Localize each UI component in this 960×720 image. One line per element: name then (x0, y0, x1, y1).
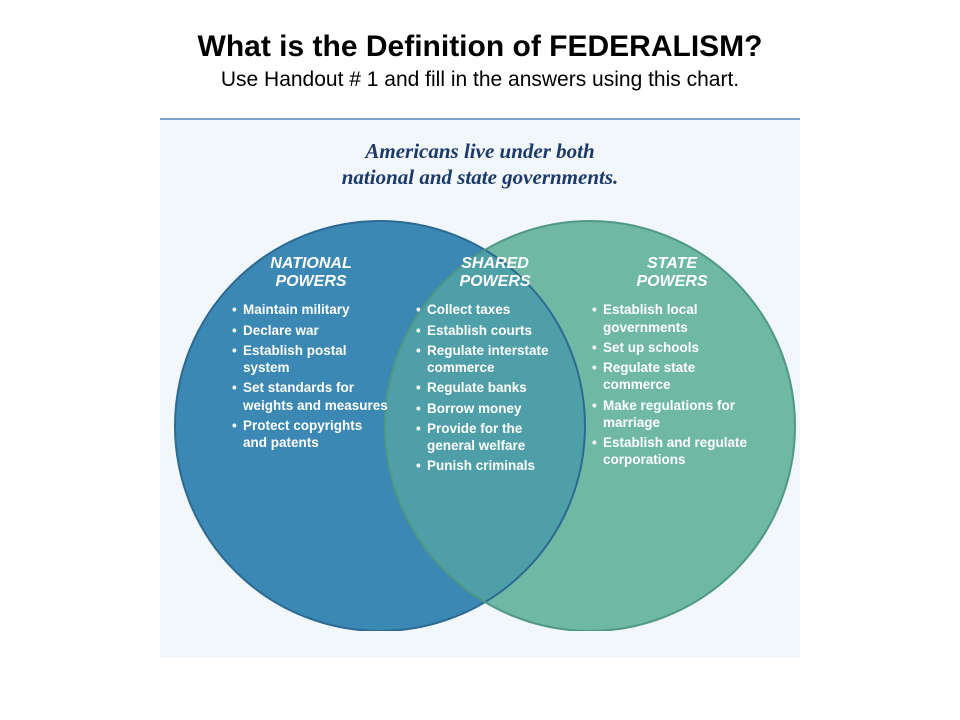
list-item: Borrow money (416, 400, 574, 417)
list-item: Protect copyrights and patents (232, 417, 390, 452)
list-item: Establish postal system (232, 342, 390, 377)
national-powers-title: NATIONALPOWERS (232, 255, 390, 292)
list-item: Regulate interstate commerce (416, 342, 574, 377)
page-title: What is the Definition of FEDERALISM? (50, 30, 910, 64)
state-powers-title: STATEPOWERS (592, 255, 752, 292)
chart-heading-line2: national and state governments. (342, 165, 619, 189)
list-item: Set standards for weights and measures (232, 379, 390, 414)
venn-diagram: NATIONALPOWERS Maintain military Declare … (160, 201, 800, 631)
list-item: Establish local governments (592, 301, 752, 336)
shared-powers-region: SHAREDPOWERS Collect taxes Establish cour… (416, 255, 574, 478)
chart-heading-line1: Americans live under both (365, 139, 594, 163)
list-item: Regulate state commerce (592, 359, 752, 394)
state-powers-region: STATEPOWERS Establish local governments S… (592, 255, 752, 472)
shared-powers-list: Collect taxes Establish courts Regulate in… (416, 301, 574, 474)
page-subtitle: Use Handout # 1 and fill in the answers … (50, 68, 910, 92)
national-powers-region: NATIONALPOWERS Maintain military Declare … (232, 255, 390, 455)
list-item: Establish and regulate corporations (592, 434, 752, 469)
national-powers-list: Maintain military Declare war Establish po… (232, 301, 390, 451)
slide: What is the Definition of FEDERALISM? Us… (0, 0, 960, 720)
list-item: Regulate banks (416, 379, 574, 396)
list-item: Set up schools (592, 339, 752, 356)
list-item: Maintain military (232, 301, 390, 318)
state-powers-list: Establish local governments Set up school… (592, 301, 752, 468)
list-item: Punish criminals (416, 457, 574, 474)
venn-chart-frame: Americans live under both national and s… (160, 118, 800, 658)
list-item: Establish courts (416, 322, 574, 339)
list-item: Declare war (232, 322, 390, 339)
list-item: Make regulations for marriage (592, 397, 752, 432)
chart-heading: Americans live under both national and s… (160, 120, 800, 201)
shared-powers-title: SHAREDPOWERS (416, 255, 574, 292)
list-item: Provide for the general welfare (416, 420, 574, 455)
list-item: Collect taxes (416, 301, 574, 318)
